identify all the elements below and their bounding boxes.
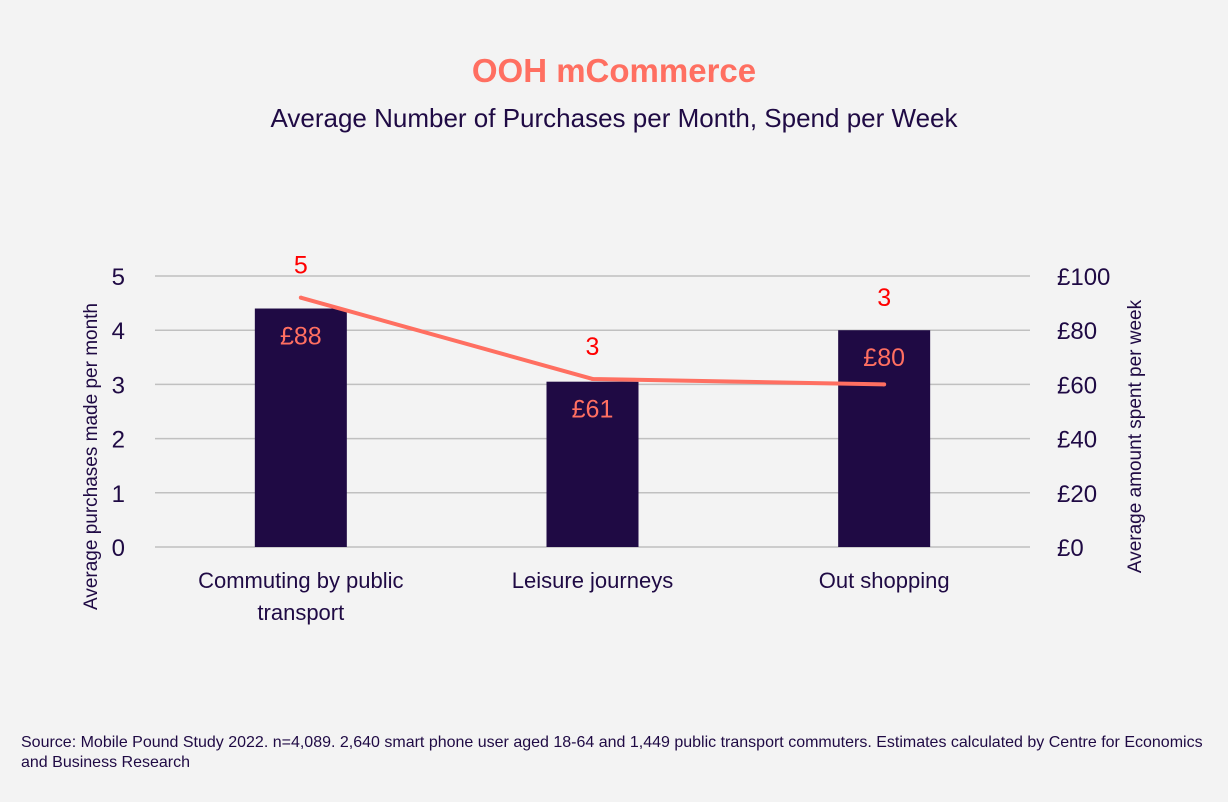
- category-label: Out shopping: [819, 568, 950, 593]
- left-tick-label: 1: [112, 481, 125, 508]
- line-point: [590, 376, 595, 381]
- category-label: transport: [257, 600, 344, 625]
- right-tick-label: £60: [1057, 372, 1097, 399]
- bar-data-label: £80: [863, 344, 905, 372]
- line-point: [882, 382, 887, 387]
- right-tick-label: £0: [1057, 535, 1084, 562]
- left-tick-label: 0: [112, 535, 125, 562]
- right-axis-title: Average amount spent per week: [1125, 299, 1146, 573]
- line-point: [298, 295, 303, 300]
- category-label: Commuting by public: [198, 568, 403, 593]
- right-tick-label: £80: [1057, 318, 1097, 345]
- left-tick-label: 5: [112, 264, 125, 291]
- bar: [254, 308, 347, 547]
- left-tick-label: 3: [112, 372, 125, 399]
- left-tick-label: 4: [112, 318, 125, 345]
- line-data-label: 5: [294, 252, 308, 280]
- chart-title: OOH mCommerce: [471, 52, 757, 89]
- category-label: Leisure journeys: [512, 568, 673, 593]
- bar-data-label: £88: [280, 323, 322, 351]
- line-data-label: 3: [877, 284, 891, 312]
- right-tick-label: £20: [1057, 481, 1097, 508]
- chart-subtitle: Average Number of Purchases per Month, S…: [270, 103, 958, 133]
- line-data-label: 3: [586, 333, 600, 361]
- left-axis-title: Average purchases made per month: [81, 303, 102, 610]
- left-tick-label: 2: [112, 427, 125, 454]
- bar: [546, 381, 639, 547]
- right-tick-label: £100: [1057, 264, 1110, 291]
- bar-data-label: £61: [572, 396, 614, 424]
- right-tick-label: £40: [1057, 427, 1097, 454]
- bar: [838, 330, 931, 547]
- source-note: Source: Mobile Pound Study 2022. n=4,089…: [21, 734, 1203, 771]
